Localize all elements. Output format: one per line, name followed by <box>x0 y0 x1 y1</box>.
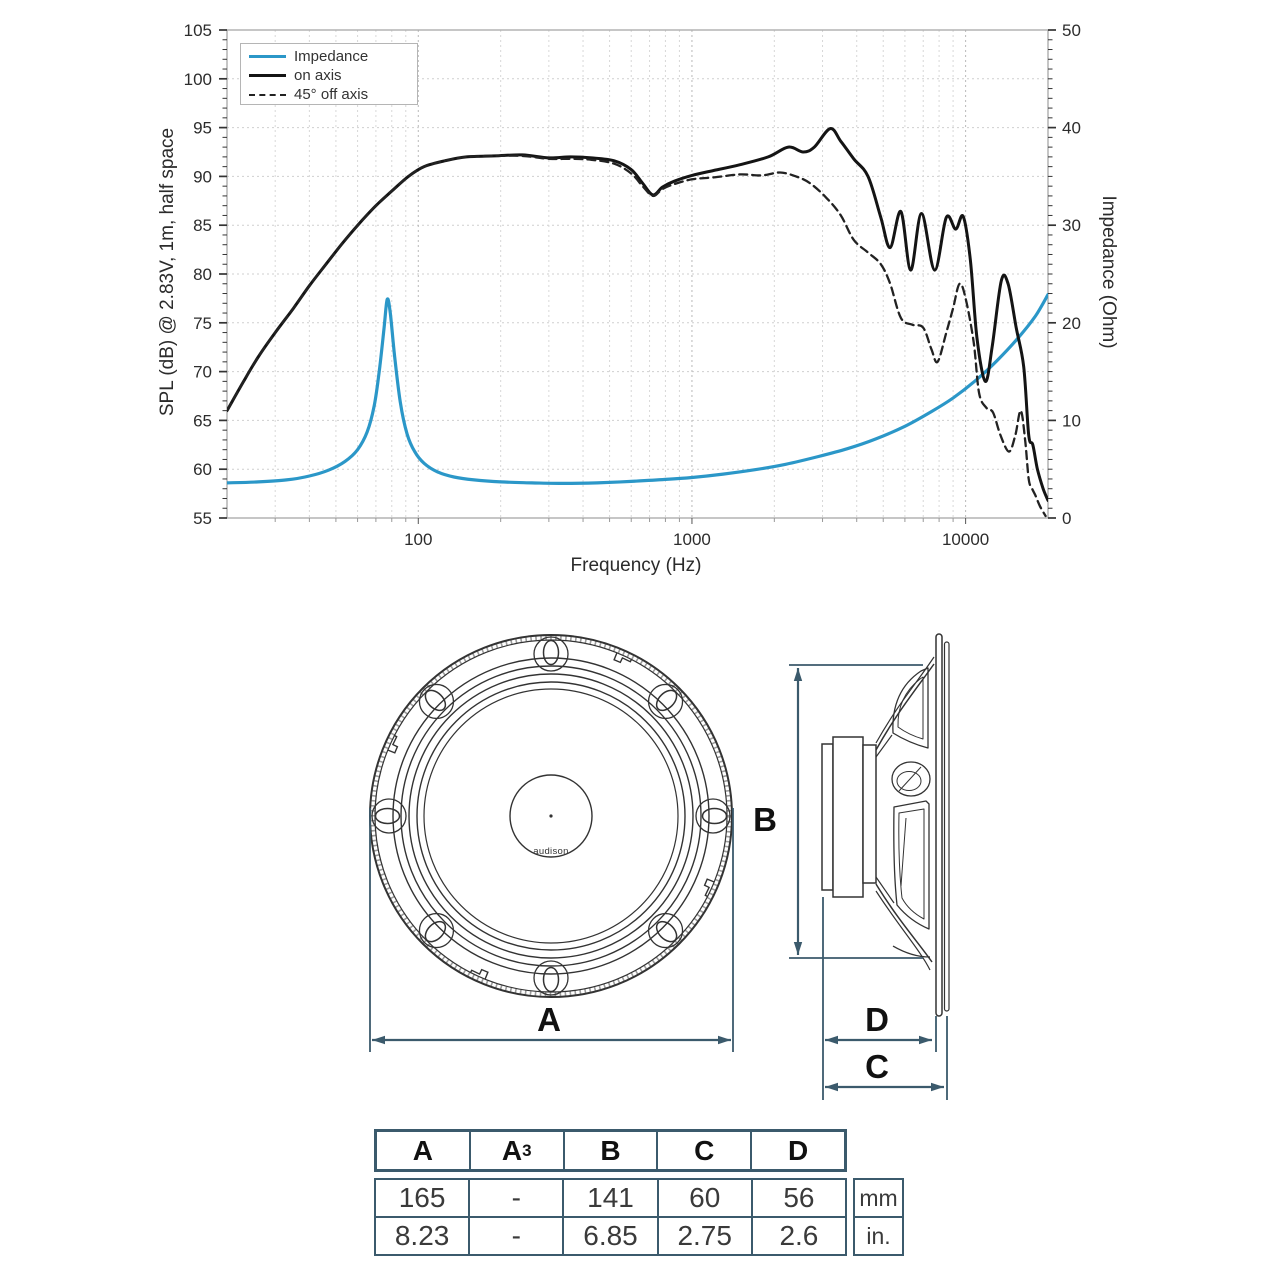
brand-text: audison <box>533 846 568 857</box>
y-axis-label-spl: SPL (dB) @ 2.83V, 1m, half space <box>157 127 178 417</box>
svg-text:55: 55 <box>193 509 212 528</box>
dim-label-a: A <box>537 1001 561 1038</box>
legend-item-on-axis: on axis <box>249 66 417 85</box>
svg-text:85: 85 <box>193 216 212 235</box>
on-axis-line-sample <box>249 74 286 77</box>
svg-text:95: 95 <box>193 119 212 138</box>
dimension-lines <box>369 664 948 1100</box>
speaker-front-view <box>369 634 733 998</box>
svg-text:80: 80 <box>193 265 212 284</box>
y-axis-label-impedance: Impedance (Ohm) <box>1098 195 1119 349</box>
svg-text:65: 65 <box>193 411 212 430</box>
svg-text:1000: 1000 <box>673 530 711 549</box>
frequency-response-chart: 55 60 65 70 75 80 85 90 95 100 105 0 10 20 30 40 50 100 10… <box>0 0 1280 600</box>
speaker-side-view <box>821 633 950 1017</box>
header-cell-b: B <box>565 1132 659 1169</box>
svg-text:100: 100 <box>184 70 212 89</box>
svg-text:75: 75 <box>193 314 212 333</box>
chart-curves <box>227 127 1048 518</box>
chart-legend: Impedance on axis 45° off axis <box>240 43 418 105</box>
header-cell-d: D <box>787 1134 809 1166</box>
table-units: mm in. <box>853 1178 904 1256</box>
svg-text:100: 100 <box>404 530 432 549</box>
unit-in: in. <box>855 1216 902 1254</box>
dim-label-c: C <box>865 1048 889 1085</box>
table-row-in: 8.23 - 6.85 2.75 2.6 <box>376 1216 845 1254</box>
svg-text:105: 105 <box>184 21 212 40</box>
off-axis-line-sample <box>249 93 286 96</box>
svg-text:70: 70 <box>193 363 212 382</box>
svg-text:60: 60 <box>193 460 212 479</box>
svg-text:40: 40 <box>1062 119 1081 138</box>
dim-label-d: D <box>865 1001 889 1038</box>
table-body: 165 - 141 60 56 8.23 - 6.85 2.75 2.6 <box>374 1178 847 1256</box>
legend-item-off-axis: 45° off axis <box>249 85 417 104</box>
svg-text:20: 20 <box>1062 314 1081 333</box>
x-axis-label-frequency: Frequency (Hz) <box>570 555 702 576</box>
table-row-mm: 165 - 141 60 56 <box>376 1180 845 1216</box>
chart-tick-labels: 55 60 65 70 75 80 85 90 95 100 105 0 10 20 30 40 50 100 10… <box>184 21 1081 549</box>
header-cell-c: C <box>658 1132 753 1169</box>
svg-text:30: 30 <box>1062 216 1081 235</box>
technical-drawings: A B C D audison <box>369 633 950 1100</box>
svg-text:0: 0 <box>1062 509 1071 528</box>
chart-plot: 55 60 65 70 75 80 85 90 95 100 105 0 10 20 30 40 50 100 10… <box>184 21 1081 549</box>
impedance-line-sample <box>249 55 286 58</box>
dim-label-b: B <box>753 801 777 838</box>
svg-text:90: 90 <box>193 167 212 186</box>
unit-mm: mm <box>859 1184 898 1211</box>
legend-item-impedance: Impedance <box>249 47 417 66</box>
chart-ticks <box>219 29 1056 524</box>
svg-text:10: 10 <box>1062 411 1081 430</box>
svg-text:10000: 10000 <box>942 530 989 549</box>
header-cell-a: A <box>377 1132 471 1169</box>
svg-text:50: 50 <box>1062 21 1081 40</box>
